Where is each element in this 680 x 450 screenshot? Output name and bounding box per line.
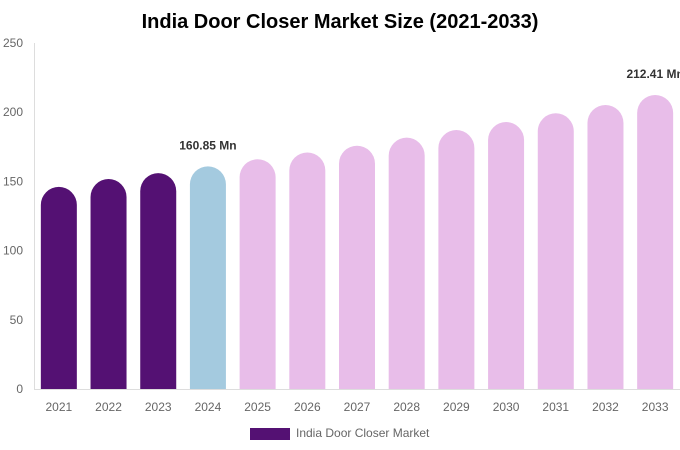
x-tick-label: 2029: [443, 400, 470, 414]
bar-2028[interactable]: [388, 137, 425, 389]
x-tick-label: 2033: [642, 400, 669, 414]
y-tick-label: 0: [16, 382, 23, 396]
chart-title: India Door Closer Market Size (2021-2033…: [142, 11, 539, 33]
data-label: 160.85 Mn: [179, 138, 236, 152]
bar-2032[interactable]: [587, 105, 624, 389]
data-label: 212.41 Mn: [626, 67, 680, 81]
bar-2023[interactable]: [140, 173, 177, 389]
bar-2022[interactable]: [90, 179, 127, 389]
x-tick-label: 2021: [45, 400, 72, 414]
x-tick-label: 2022: [95, 400, 122, 414]
bar-2030[interactable]: [488, 122, 525, 389]
y-tick-label: 250: [3, 36, 23, 50]
x-tick-label: 2023: [145, 400, 172, 414]
bar-2026[interactable]: [289, 152, 326, 389]
legend-swatch[interactable]: [250, 428, 290, 440]
x-tick-label: 2027: [344, 400, 371, 414]
bar-2025[interactable]: [239, 159, 276, 389]
x-tick-label: 2026: [294, 400, 321, 414]
x-tick-label: 2024: [195, 400, 222, 414]
y-tick-label: 200: [3, 105, 23, 119]
bar-2033[interactable]: [637, 95, 674, 389]
y-tick-label: 100: [3, 244, 23, 258]
x-tick-label: 2030: [493, 400, 520, 414]
x-tick-label: 2025: [244, 400, 271, 414]
x-tick-label: 2028: [393, 400, 420, 414]
legend-label[interactable]: India Door Closer Market: [296, 426, 430, 440]
bar-2031[interactable]: [537, 113, 574, 390]
bar-2021[interactable]: [40, 186, 77, 389]
y-tick-label: 150: [3, 174, 23, 188]
bar-2024[interactable]: [189, 166, 226, 389]
y-tick-label: 50: [10, 313, 24, 327]
x-tick-label: 2032: [592, 400, 619, 414]
x-tick-label: 2031: [542, 400, 569, 414]
bar-2029[interactable]: [438, 130, 475, 389]
bar-2027[interactable]: [339, 145, 375, 389]
